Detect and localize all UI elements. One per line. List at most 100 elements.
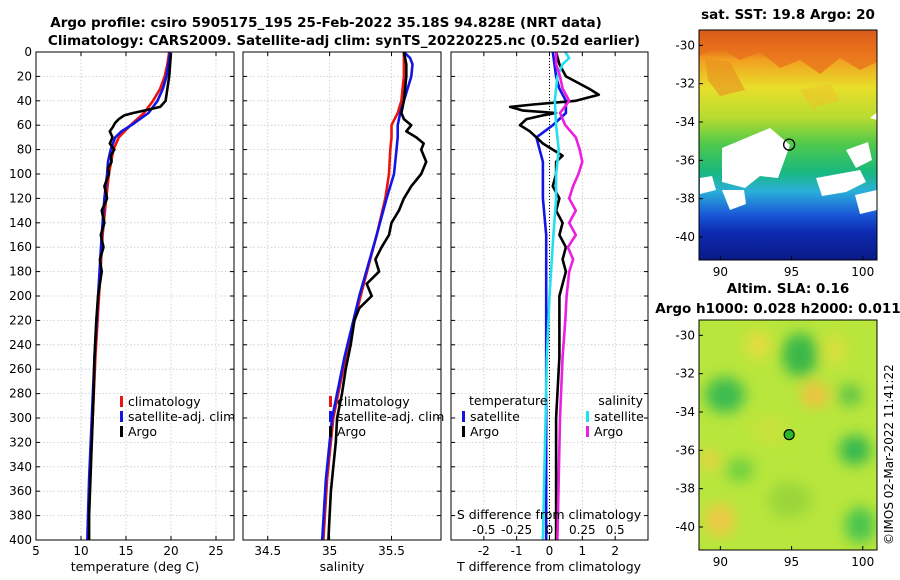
- difference-legend: temperature satellite Argo salinity sate…: [462, 393, 644, 439]
- x-tick-label: -1: [511, 544, 523, 558]
- series-line-temperature-argo: [508, 52, 601, 540]
- map-x-tick-label: 100: [851, 265, 874, 279]
- figure-title-line1: Argo profile: csiro 5905175_195 25-Feb-2…: [50, 15, 601, 31]
- salinity-diff-tick-labels: -0.5 -0.25 0 0.25 0.5: [472, 523, 625, 537]
- s-tick-label: 0: [546, 523, 554, 537]
- legend-swatch-sal-argo: [586, 426, 589, 437]
- y-tick-label: 400: [9, 533, 32, 547]
- map-y-tick-label: -36: [675, 443, 695, 457]
- map-x-tick-label: 95: [784, 265, 799, 279]
- map-y-tick-label: -38: [675, 482, 695, 496]
- difference-xlabel: T difference from climatology: [456, 559, 642, 574]
- figure-title-line2: Climatology: CARS2009. Satellite-adj cli…: [48, 33, 640, 49]
- legend-swatch-satellite: [329, 411, 332, 422]
- y-tick-label: 380: [9, 509, 32, 523]
- legend-swatch-climatology: [120, 396, 123, 407]
- map-y-tick-label: -34: [675, 405, 695, 419]
- y-tick-label: 280: [9, 387, 32, 401]
- y-tick-label: 160: [9, 240, 32, 254]
- y-tick-label: 80: [17, 143, 32, 157]
- salinity-axes-box: [242, 51, 442, 541]
- x-tick-label: 35.5: [378, 544, 405, 558]
- legend-swatch-climatology: [329, 396, 332, 407]
- map-x-tick-label: 90: [713, 265, 728, 279]
- series-line-salinity-argo: [554, 52, 584, 540]
- series-line-satellite-adj-clim: [320, 52, 414, 540]
- s-tick-label: 0.5: [606, 523, 625, 537]
- x-tick-label: 0: [546, 544, 554, 558]
- temperature-axes-box: [35, 51, 235, 541]
- y-tick-label: 100: [9, 167, 32, 181]
- legend-swatch-temp-argo: [462, 426, 465, 437]
- sst-map-image: [699, 30, 877, 260]
- x-tick-label: 2: [611, 544, 619, 558]
- legend-swatch-argo: [120, 426, 123, 437]
- y-tick-label: 220: [9, 313, 32, 327]
- legend-label-climatology: climatology: [128, 394, 201, 409]
- map-y-tick-label: -34: [675, 115, 695, 129]
- s-tick-label: -0.25: [501, 523, 532, 537]
- s-tick-label: 0.25: [569, 523, 596, 537]
- map-y-tick-label: -40: [675, 520, 695, 534]
- x-tick-label: 20: [163, 544, 178, 558]
- legend-label-temp-satellite: satellite: [470, 409, 520, 424]
- legend-title-salinity: salinity: [598, 393, 643, 408]
- map-y-tick-label: -32: [675, 367, 695, 381]
- legend-label-argo: Argo: [337, 424, 366, 439]
- legend-title-temperature: temperature: [469, 393, 548, 408]
- y-tick-label: 240: [9, 338, 32, 352]
- y-tick-label: 260: [9, 362, 32, 376]
- temperature-legend: climatology satellite-adj. clim Argo: [120, 394, 235, 439]
- map-x-tick-label: 95: [784, 555, 799, 569]
- x-tick-label: 34.5: [254, 544, 281, 558]
- temperature-xlabel: temperature (deg C): [71, 559, 200, 574]
- map-y-tick-label: -36: [675, 153, 695, 167]
- y-tick-label: 20: [17, 69, 32, 83]
- y-tick-label: 360: [9, 484, 32, 498]
- credit-stamp: ©IMOS 02-Mar-2022 11:41:22: [882, 364, 896, 545]
- sla-map-ticks: 90 95 100 -30 -32 -34 -36 -38 -40: [675, 328, 874, 569]
- legend-label-satellite: satellite-adj. clim: [337, 409, 444, 424]
- sla-map-image: [699, 320, 877, 550]
- series-line-temperature-satellite: [535, 52, 568, 540]
- temperature-panel: 0 20 40 60 80 100 120 140 160 180 200 220 240 260 280 3…: [9, 45, 235, 574]
- sst-map-ticks: 90 95 100 -30 -32 -34 -36 -38 -40: [675, 38, 874, 279]
- legend-label-sal-argo: Argo: [594, 424, 623, 439]
- map-x-tick-label: 100: [851, 555, 874, 569]
- y-tick-label: 300: [9, 411, 32, 425]
- legend-swatch-satellite: [120, 411, 123, 422]
- sla-map-title: Altim. SLA: 0.16: [727, 281, 849, 297]
- sla-map-subtitle: Argo h1000: 0.028 h2000: 0.011: [655, 301, 900, 317]
- series-line-salinity-satellite: [541, 52, 571, 540]
- salinity-ticks: 34.5 35 35.5: [243, 51, 441, 558]
- x-tick-label: 15: [118, 544, 133, 558]
- difference-top-xlabel: S difference from climatology: [457, 507, 642, 522]
- sla-argo-marker: [783, 429, 795, 441]
- sst-argo-marker: [782, 138, 796, 151]
- legend-swatch-argo: [329, 426, 332, 437]
- difference-lines: [508, 52, 601, 540]
- y-tick-label: 40: [17, 94, 32, 108]
- series-line-argo: [87, 53, 173, 540]
- x-tick-label: 5: [32, 544, 40, 558]
- legend-label-climatology: climatology: [337, 394, 410, 409]
- y-tick-label: 120: [9, 191, 32, 205]
- y-tick-label: 0: [24, 45, 32, 59]
- y-tick-label: 340: [9, 460, 32, 474]
- sst-map: 90 95 100 -30 -32 -34 -36 -38 -40: [675, 29, 878, 279]
- series-line-argo: [327, 52, 428, 540]
- x-tick-label: -2: [478, 544, 490, 558]
- y-tick-label: 140: [9, 216, 32, 230]
- map-y-tick-label: -32: [675, 77, 695, 91]
- x-tick-label: 10: [73, 544, 88, 558]
- y-tick-label: 180: [9, 265, 32, 279]
- legend-label-temp-argo: Argo: [470, 424, 499, 439]
- temperature-lines: [86, 52, 173, 540]
- sla-map: 90 95 100 -30 -32 -34 -36 -38 -40: [675, 319, 878, 569]
- legend-swatch-sal-satellite: [586, 411, 589, 422]
- map-y-tick-label: -30: [675, 38, 695, 52]
- map-y-tick-label: -38: [675, 192, 695, 206]
- sst-map-title: sat. SST: 19.8 Argo: 20: [701, 7, 875, 23]
- map-y-tick-label: -40: [675, 230, 695, 244]
